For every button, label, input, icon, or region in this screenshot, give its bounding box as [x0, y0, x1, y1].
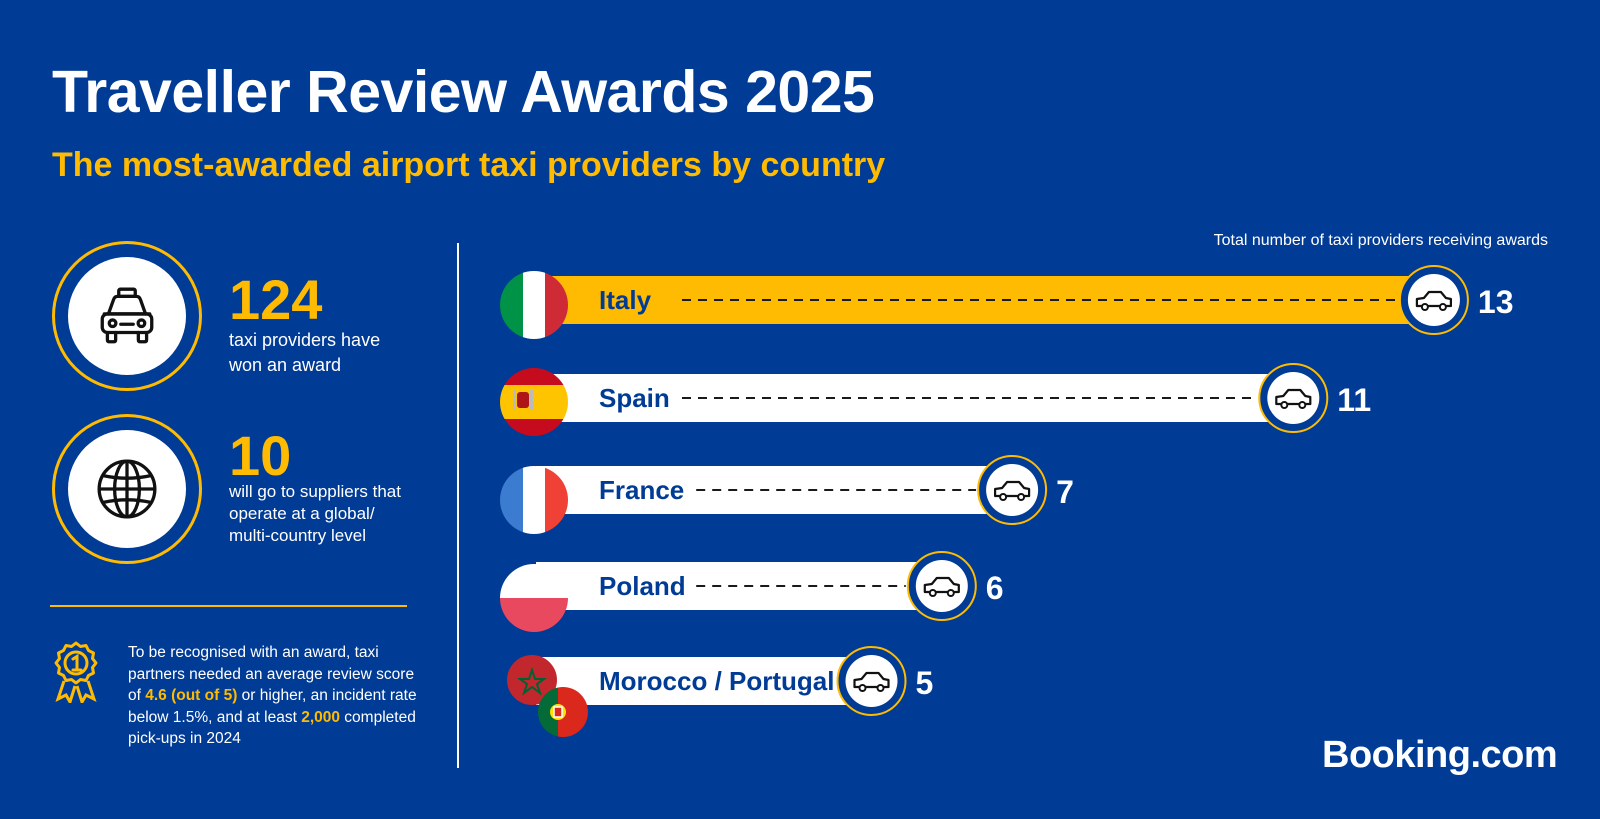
left-divider: [50, 605, 407, 607]
car-icon: [994, 480, 1031, 498]
car-badge: [845, 655, 898, 707]
stat-value: 10: [229, 424, 292, 487]
criteria-score: 4.6 (out of 5): [145, 687, 238, 704]
bar-category-label: Spain: [599, 383, 670, 413]
page-subtitle: The most-awarded airport taxi providers …: [52, 146, 886, 184]
criteria-text: completed pick-ups in 2024: [128, 708, 416, 748]
car-wheel: [1280, 401, 1289, 409]
bar-value-label: 11: [1337, 382, 1371, 418]
bar-value-label: 6: [986, 570, 1004, 606]
stat-text-line: won an award: [229, 355, 342, 375]
criteria-pickups: 2,000: [301, 708, 340, 726]
bar-value-label: 5: [916, 665, 934, 701]
bar-row: France 7: [536, 455, 1074, 525]
stat-icon-ring: [52, 241, 202, 391]
stat-text-line: taxi providers have: [229, 330, 381, 350]
car-icon: [1415, 290, 1452, 308]
car-wheel: [1438, 303, 1447, 311]
car-icon: [853, 671, 890, 689]
car-badge: [1267, 372, 1320, 424]
booking-logo: Booking.com: [1322, 734, 1558, 776]
car-wheel: [928, 589, 937, 597]
flag-france: [500, 466, 568, 534]
bar-value-label: 13: [1478, 284, 1514, 320]
car-badge: [915, 560, 968, 612]
bar-row: Poland 6: [536, 551, 1004, 621]
medal-icon: [54, 641, 98, 703]
bar: [536, 657, 872, 705]
car-wheel: [946, 589, 955, 597]
stat-value: 124: [229, 268, 323, 331]
car-wheel: [999, 493, 1008, 501]
criteria-text: or higher, an incident rate below 1.5%, …: [128, 687, 417, 726]
car-wheel: [858, 684, 867, 692]
chart-title: Total number of taxi providers receiving…: [1214, 232, 1548, 249]
stat-text-line: will go to suppliers that: [229, 482, 401, 501]
stat-icon-ring: [52, 414, 202, 564]
car-wheel: [1017, 493, 1026, 501]
bar-category-label: Poland: [599, 571, 686, 601]
car-badge: [1407, 274, 1460, 326]
car-wheel: [1420, 303, 1429, 311]
criteria-text: To be recognised with an award, taxi par…: [128, 644, 415, 704]
car-badge: [986, 464, 1039, 516]
stat-description: will go to suppliers that operate at a g…: [229, 481, 401, 547]
car-icon: [923, 576, 960, 594]
page-title: Traveller Review Awards 2025: [52, 59, 875, 125]
stat-description: taxi providers have won an award: [229, 328, 380, 378]
bar-row: Spain 11: [536, 363, 1371, 433]
flag-poland: [500, 564, 568, 632]
bar-category-label: Morocco / Portugal: [599, 666, 834, 696]
award-criteria: To be recognised with an award, taxi par…: [128, 642, 418, 750]
bar: [536, 466, 1013, 514]
flag-italy: [500, 271, 568, 339]
vertical-divider: [457, 243, 459, 768]
bar-row: Morocco / Portugal 5: [536, 646, 934, 716]
bar-value-label: 7: [1056, 474, 1074, 510]
stat-text-line: multi-country level: [229, 526, 366, 545]
taxi-icon: [100, 287, 154, 344]
car-wheel: [1298, 401, 1307, 409]
flag-spain: [500, 368, 568, 436]
bar-category-label: France: [599, 475, 684, 505]
bar: [536, 276, 1434, 324]
bar-category-label: Italy: [599, 285, 652, 315]
car-icon: [1275, 388, 1312, 406]
stat-text-line: operate at a global/: [229, 504, 375, 523]
car-wheel: [876, 684, 885, 692]
bar-row: Italy 13: [536, 265, 1514, 335]
globe-icon: [97, 459, 157, 519]
